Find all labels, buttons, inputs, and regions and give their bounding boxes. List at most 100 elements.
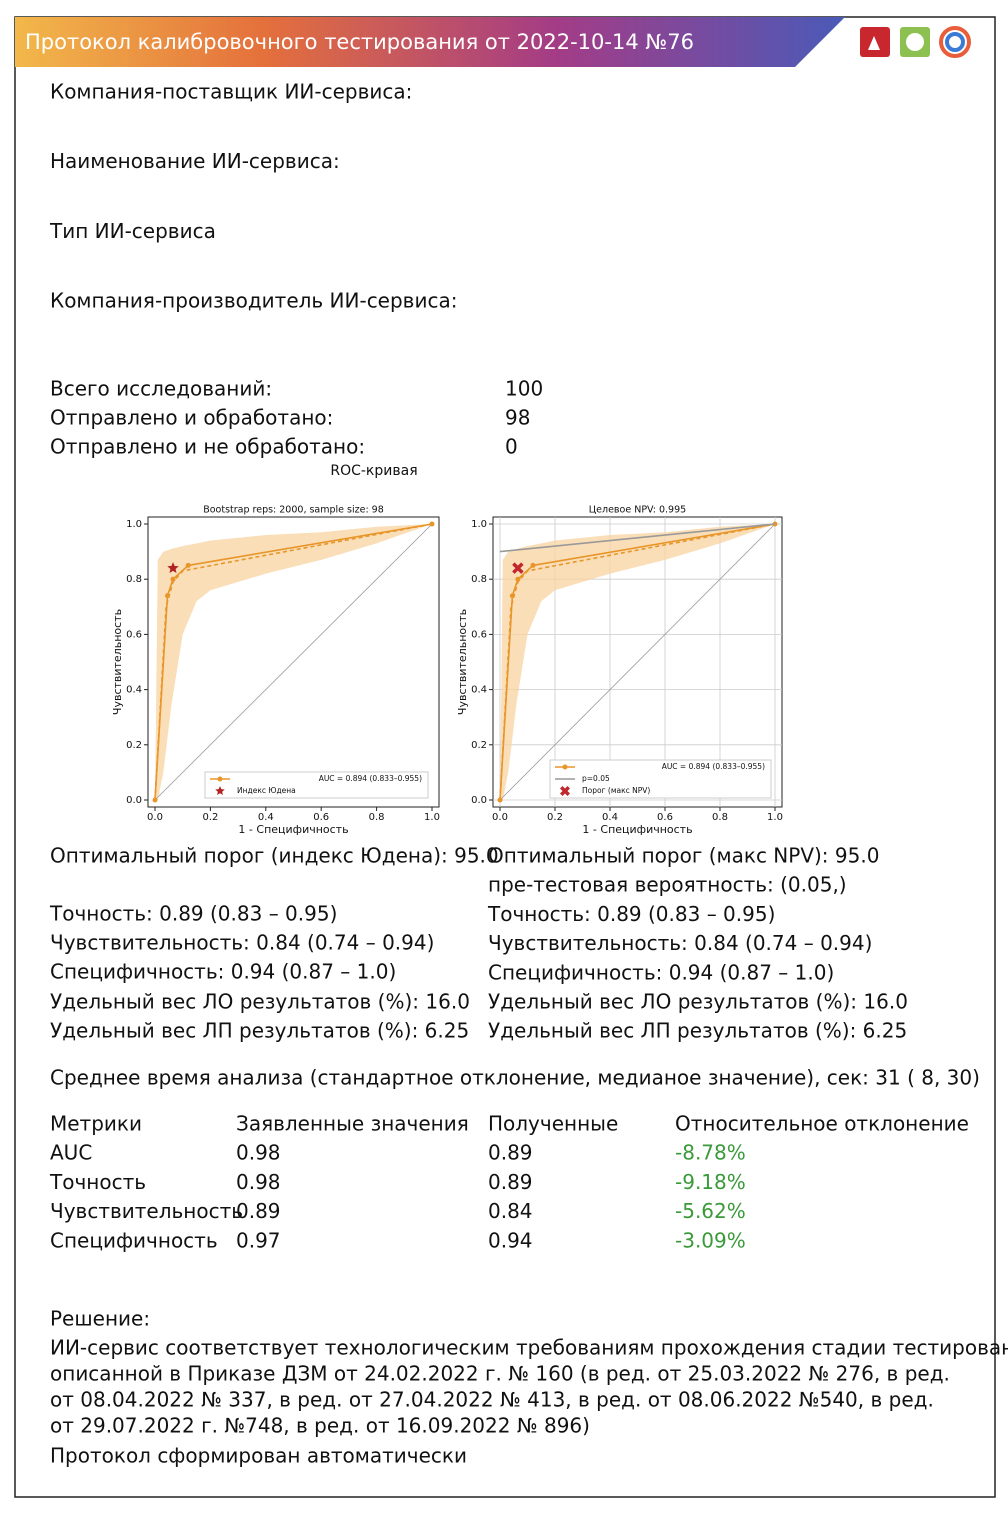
result-line: Удельный вес ЛО результатов (%): 16.0: [488, 990, 908, 1014]
decision-line: от 08.04.2022 № 337, в ред. от 27.04.202…: [50, 1388, 934, 1412]
y-tick-label: 0.2: [471, 740, 487, 751]
table-cell: -9.18%: [675, 1170, 746, 1194]
x-tick-label: 0.0: [147, 812, 163, 823]
roc-point: [170, 576, 176, 582]
threshold-marker: [512, 562, 524, 574]
table-cell: 0.89: [488, 1170, 533, 1194]
timing: Среднее время анализа (стандартное откло…: [50, 1066, 980, 1090]
y-tick-label: 0.6: [471, 629, 487, 640]
legend-box: [549, 759, 772, 799]
legend-label: Индекс Юдена: [237, 786, 296, 795]
legend-label: p=0.05: [582, 774, 610, 783]
header-banner: [15, 17, 845, 67]
y-tick-label: 1.0: [471, 519, 487, 530]
count-value: 98: [505, 406, 530, 430]
legend-marker: [560, 786, 570, 796]
result-line: пре-тестовая вероятность: (0.05,): [488, 873, 847, 897]
chart-title: Целевое NPV: 0.995: [589, 505, 686, 516]
roc-chart: 0.0 0.2 0.4 0.6 0.8 1.0 0.0 0.2 0.4 0.6 0.8 1.0 Boot…: [111, 505, 440, 837]
legend-dot: [562, 764, 568, 770]
decision-footer: Протокол сформирован автоматически: [50, 1444, 467, 1468]
count-label: Всего исследований:: [50, 377, 272, 401]
roc-point: [497, 797, 503, 803]
field-label: Компания-производитель ИИ-сервиса:: [50, 289, 457, 313]
table-cell: Чувствительность: [50, 1199, 243, 1223]
header-title: Протокол калибровочного тестирования от …: [25, 30, 694, 54]
x-tick-label: 0.6: [657, 812, 673, 823]
table-header: Заявленные значения: [236, 1112, 469, 1136]
chance-diagonal: [154, 523, 433, 801]
roc-point: [185, 562, 191, 568]
legend-dot: [217, 776, 223, 782]
table-cell: 0.84: [488, 1199, 533, 1223]
legend-marker: [215, 786, 225, 796]
table-cell: Точность: [49, 1170, 146, 1194]
roc-point: [515, 576, 521, 582]
table-cell: -8.78%: [675, 1141, 746, 1165]
legend-label: Порог (макс NPV): [582, 786, 650, 795]
table-header: Относительное отклонение: [675, 1112, 969, 1136]
y-tick-label: 0.0: [471, 795, 487, 806]
result-line: Специфичность: 0.94 (0.87 – 1.0): [50, 960, 396, 984]
result-line: Оптимальный порог (макс NPV): 95.0: [488, 844, 879, 868]
table-cell: 0.89: [488, 1141, 533, 1165]
x-tick-label: 0.0: [492, 812, 508, 823]
x-tick-label: 0.2: [202, 812, 218, 823]
legend-label: AUC = 0.894 (0.833–0.955): [319, 774, 422, 783]
table-cell: 0.94: [488, 1228, 533, 1252]
x-tick-label: 0.6: [313, 812, 329, 823]
count-value: 100: [505, 377, 543, 401]
table-cell: 0.98: [236, 1141, 281, 1165]
x-tick-label: 0.4: [258, 812, 274, 823]
field-label: Тип ИИ-сервиса: [49, 219, 216, 243]
table-cell: -3.09%: [675, 1228, 746, 1252]
roc-point: [164, 593, 170, 599]
roc-line: [499, 523, 776, 553]
field-label: Наименование ИИ-сервиса:: [50, 149, 340, 173]
y-tick-label: 0.8: [471, 574, 487, 585]
decision-line: описанной в Приказе ДЗМ от 24.02.2022 г.…: [50, 1362, 950, 1386]
roc-point: [530, 562, 536, 568]
table-cell: 0.97: [236, 1228, 281, 1252]
roc-point: [429, 521, 435, 527]
x-tick-label: 1.0: [424, 812, 440, 823]
table-cell: Специфичность: [50, 1228, 218, 1252]
x-tick-label: 0.8: [369, 812, 385, 823]
x-tick-label: 0.4: [602, 812, 618, 823]
table-header: Полученные: [488, 1112, 618, 1136]
threshold-marker: [167, 562, 179, 574]
result-line: Удельный вес ЛО результатов (%): 16.0: [50, 990, 470, 1014]
y-tick-label: 1.0: [126, 519, 142, 530]
table-cell: -5.62%: [675, 1199, 746, 1223]
table-header: Метрики: [50, 1112, 142, 1136]
result-line: Удельный вес ЛП результатов (%): 6.25: [50, 1019, 469, 1043]
x-tick-label: 0.8: [712, 812, 728, 823]
table-cell: 0.98: [236, 1170, 281, 1194]
x-tick-label: 1.0: [767, 812, 783, 823]
result-line: Оптимальный порог (индекс Юдена): 95.0: [50, 844, 499, 868]
decision-title: Решение:: [50, 1307, 150, 1331]
chart-title: Bootstrap reps: 2000, sample size: 98: [203, 505, 384, 516]
x-axis-label: 1 - Специфичность: [582, 823, 692, 836]
count-value: 0: [505, 435, 518, 459]
y-tick-label: 0.0: [126, 795, 142, 806]
roc-point: [152, 797, 158, 803]
result-line: Чувствительность: 0.84 (0.74 – 0.94): [50, 931, 434, 955]
y-axis-label: Чувствительность: [456, 609, 469, 715]
roc-point: [509, 593, 515, 599]
y-tick-label: 0.4: [126, 685, 142, 696]
y-tick-label: 0.2: [126, 740, 142, 751]
confidence-band: [155, 524, 432, 800]
count-label: Отправлено и не обработано:: [50, 435, 365, 459]
y-tick-label: 0.8: [126, 574, 142, 585]
result-line: Точность: 0.89 (0.83 – 0.95): [49, 902, 337, 926]
legend-box: [204, 771, 429, 799]
decision-line: от 29.07.2022 г. №748, в ред. от 16.09.2…: [50, 1414, 590, 1438]
confidence-band: [500, 524, 775, 800]
roc-chart: 0.0 0.2 0.4 0.6 0.8 1.0 0.0 0.2 0.4 0.6 0.8 1.0 Целе…: [456, 505, 783, 837]
logos: [860, 26, 971, 58]
decision-line: ИИ-сервис соответствует технологическим …: [50, 1336, 1008, 1360]
field-label: Компания-поставщик ИИ-сервиса:: [50, 80, 412, 104]
